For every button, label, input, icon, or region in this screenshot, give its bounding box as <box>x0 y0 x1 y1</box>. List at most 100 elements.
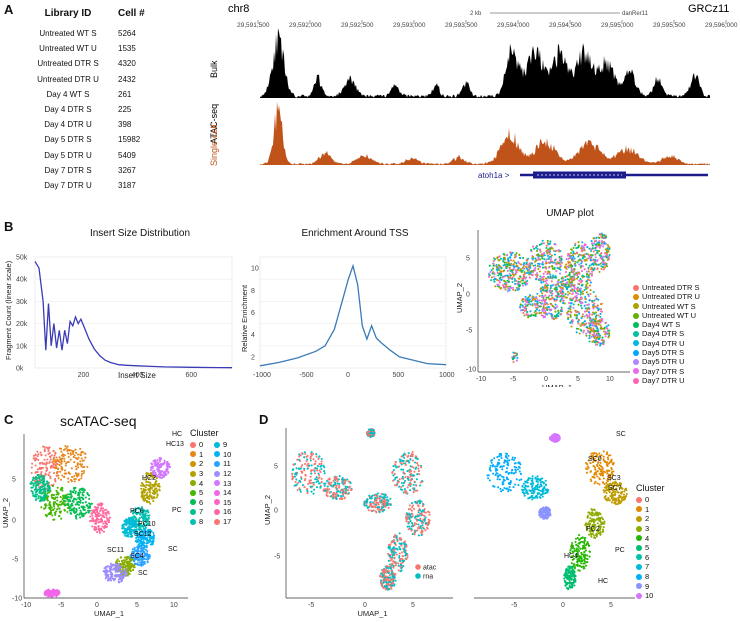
scatac-point <box>82 507 85 510</box>
scatac-point <box>66 506 69 510</box>
integrated-point <box>419 484 422 487</box>
integrated-point <box>338 482 341 485</box>
umap-point <box>541 296 544 299</box>
integrated-point <box>344 479 347 482</box>
umap-point <box>544 270 547 273</box>
legend-dot <box>214 451 220 458</box>
scatac-point <box>143 478 146 481</box>
umap-point <box>581 283 584 286</box>
scatac-point <box>109 562 112 565</box>
umap-point <box>569 251 573 254</box>
integrated-point <box>404 554 407 557</box>
umap-point <box>508 287 511 290</box>
umap-point <box>579 293 582 296</box>
scatac-point <box>58 514 61 518</box>
integrated-point <box>346 486 349 489</box>
scatac-point <box>30 486 33 489</box>
umap-legend-item: Day7 DTR S <box>633 367 700 376</box>
umap-point <box>522 305 525 309</box>
scatac-point <box>69 506 72 509</box>
umap-point <box>563 302 566 305</box>
scatac-point <box>36 450 39 453</box>
integrated-point <box>332 479 335 482</box>
scatac-point <box>40 492 43 495</box>
umap-point <box>545 279 549 282</box>
umap-point <box>496 256 499 259</box>
umap-point <box>511 277 514 280</box>
scatac-point <box>31 479 34 482</box>
umap-point <box>589 255 592 258</box>
scatac-point <box>153 471 157 474</box>
umap-point <box>592 318 595 321</box>
umap-point <box>535 308 539 311</box>
legend-dot <box>633 368 639 375</box>
legend-dot <box>214 441 220 448</box>
x-tick-label: 500 <box>393 372 405 379</box>
integrated-point <box>330 481 333 484</box>
integrated-point <box>420 521 423 524</box>
library-row: Untreated DTR S 4320 <box>18 56 208 71</box>
umap-point <box>575 317 578 320</box>
umap-point <box>507 259 510 262</box>
integrated-point <box>416 501 419 504</box>
umap-point <box>587 278 590 281</box>
scatac-point <box>145 480 148 484</box>
scatac-point <box>124 568 127 572</box>
umap-point <box>595 298 598 301</box>
umap-point <box>539 275 542 278</box>
umap-point <box>576 320 580 323</box>
integrated-point <box>344 487 347 490</box>
umap-point <box>573 252 577 255</box>
x-tick-label: 0 <box>346 372 350 379</box>
umap-point <box>502 285 505 288</box>
scatac-point <box>69 449 72 452</box>
library-id: Untreated WT U <box>39 44 97 54</box>
integrated-point <box>391 471 394 474</box>
integrated-point <box>396 538 399 541</box>
umap-point <box>577 275 580 279</box>
umap-point <box>531 262 534 265</box>
integrated-point <box>417 523 420 526</box>
umap-point <box>553 298 556 301</box>
umap-point <box>566 278 569 281</box>
integrated-point <box>325 493 328 496</box>
scatac-point <box>152 531 155 534</box>
integrated-point <box>414 455 417 458</box>
integrated-point <box>293 462 297 466</box>
scatac-point <box>57 477 60 480</box>
scatac-point <box>147 523 150 526</box>
scatac-point <box>76 473 80 477</box>
scatac-point <box>73 480 76 483</box>
umap-point <box>522 308 525 311</box>
integrated-point <box>306 487 309 491</box>
integrated-point <box>416 462 419 465</box>
umap-point <box>503 256 506 259</box>
umap-legend: Untreated DTR S Untreated DTR U Untreated … <box>633 283 700 385</box>
integrated-point <box>398 478 401 481</box>
umap-point <box>498 255 501 258</box>
scatac-point <box>140 491 143 494</box>
umap-point <box>567 310 570 313</box>
umap-point <box>563 295 566 298</box>
scatac-point <box>106 573 109 576</box>
umap-point <box>566 265 569 268</box>
scatac-point <box>140 537 143 540</box>
umap-point <box>567 317 570 321</box>
umap-point <box>527 301 531 304</box>
scatac-point <box>148 497 151 501</box>
umap-point <box>523 306 527 309</box>
integrated-point <box>318 469 321 472</box>
integrated-point <box>393 472 396 475</box>
umap-point <box>493 258 497 261</box>
umap-point <box>534 264 537 267</box>
integrated-point <box>402 462 405 465</box>
scatac-point <box>55 472 58 475</box>
umap-point <box>588 279 591 282</box>
scatac-point <box>90 519 93 522</box>
integrated-point <box>383 508 386 512</box>
umap-point <box>600 267 603 270</box>
umap-point <box>492 264 495 267</box>
scatac-point <box>118 581 121 584</box>
scatac-point <box>74 472 77 475</box>
cluster-legend-item: 15 <box>214 498 238 508</box>
